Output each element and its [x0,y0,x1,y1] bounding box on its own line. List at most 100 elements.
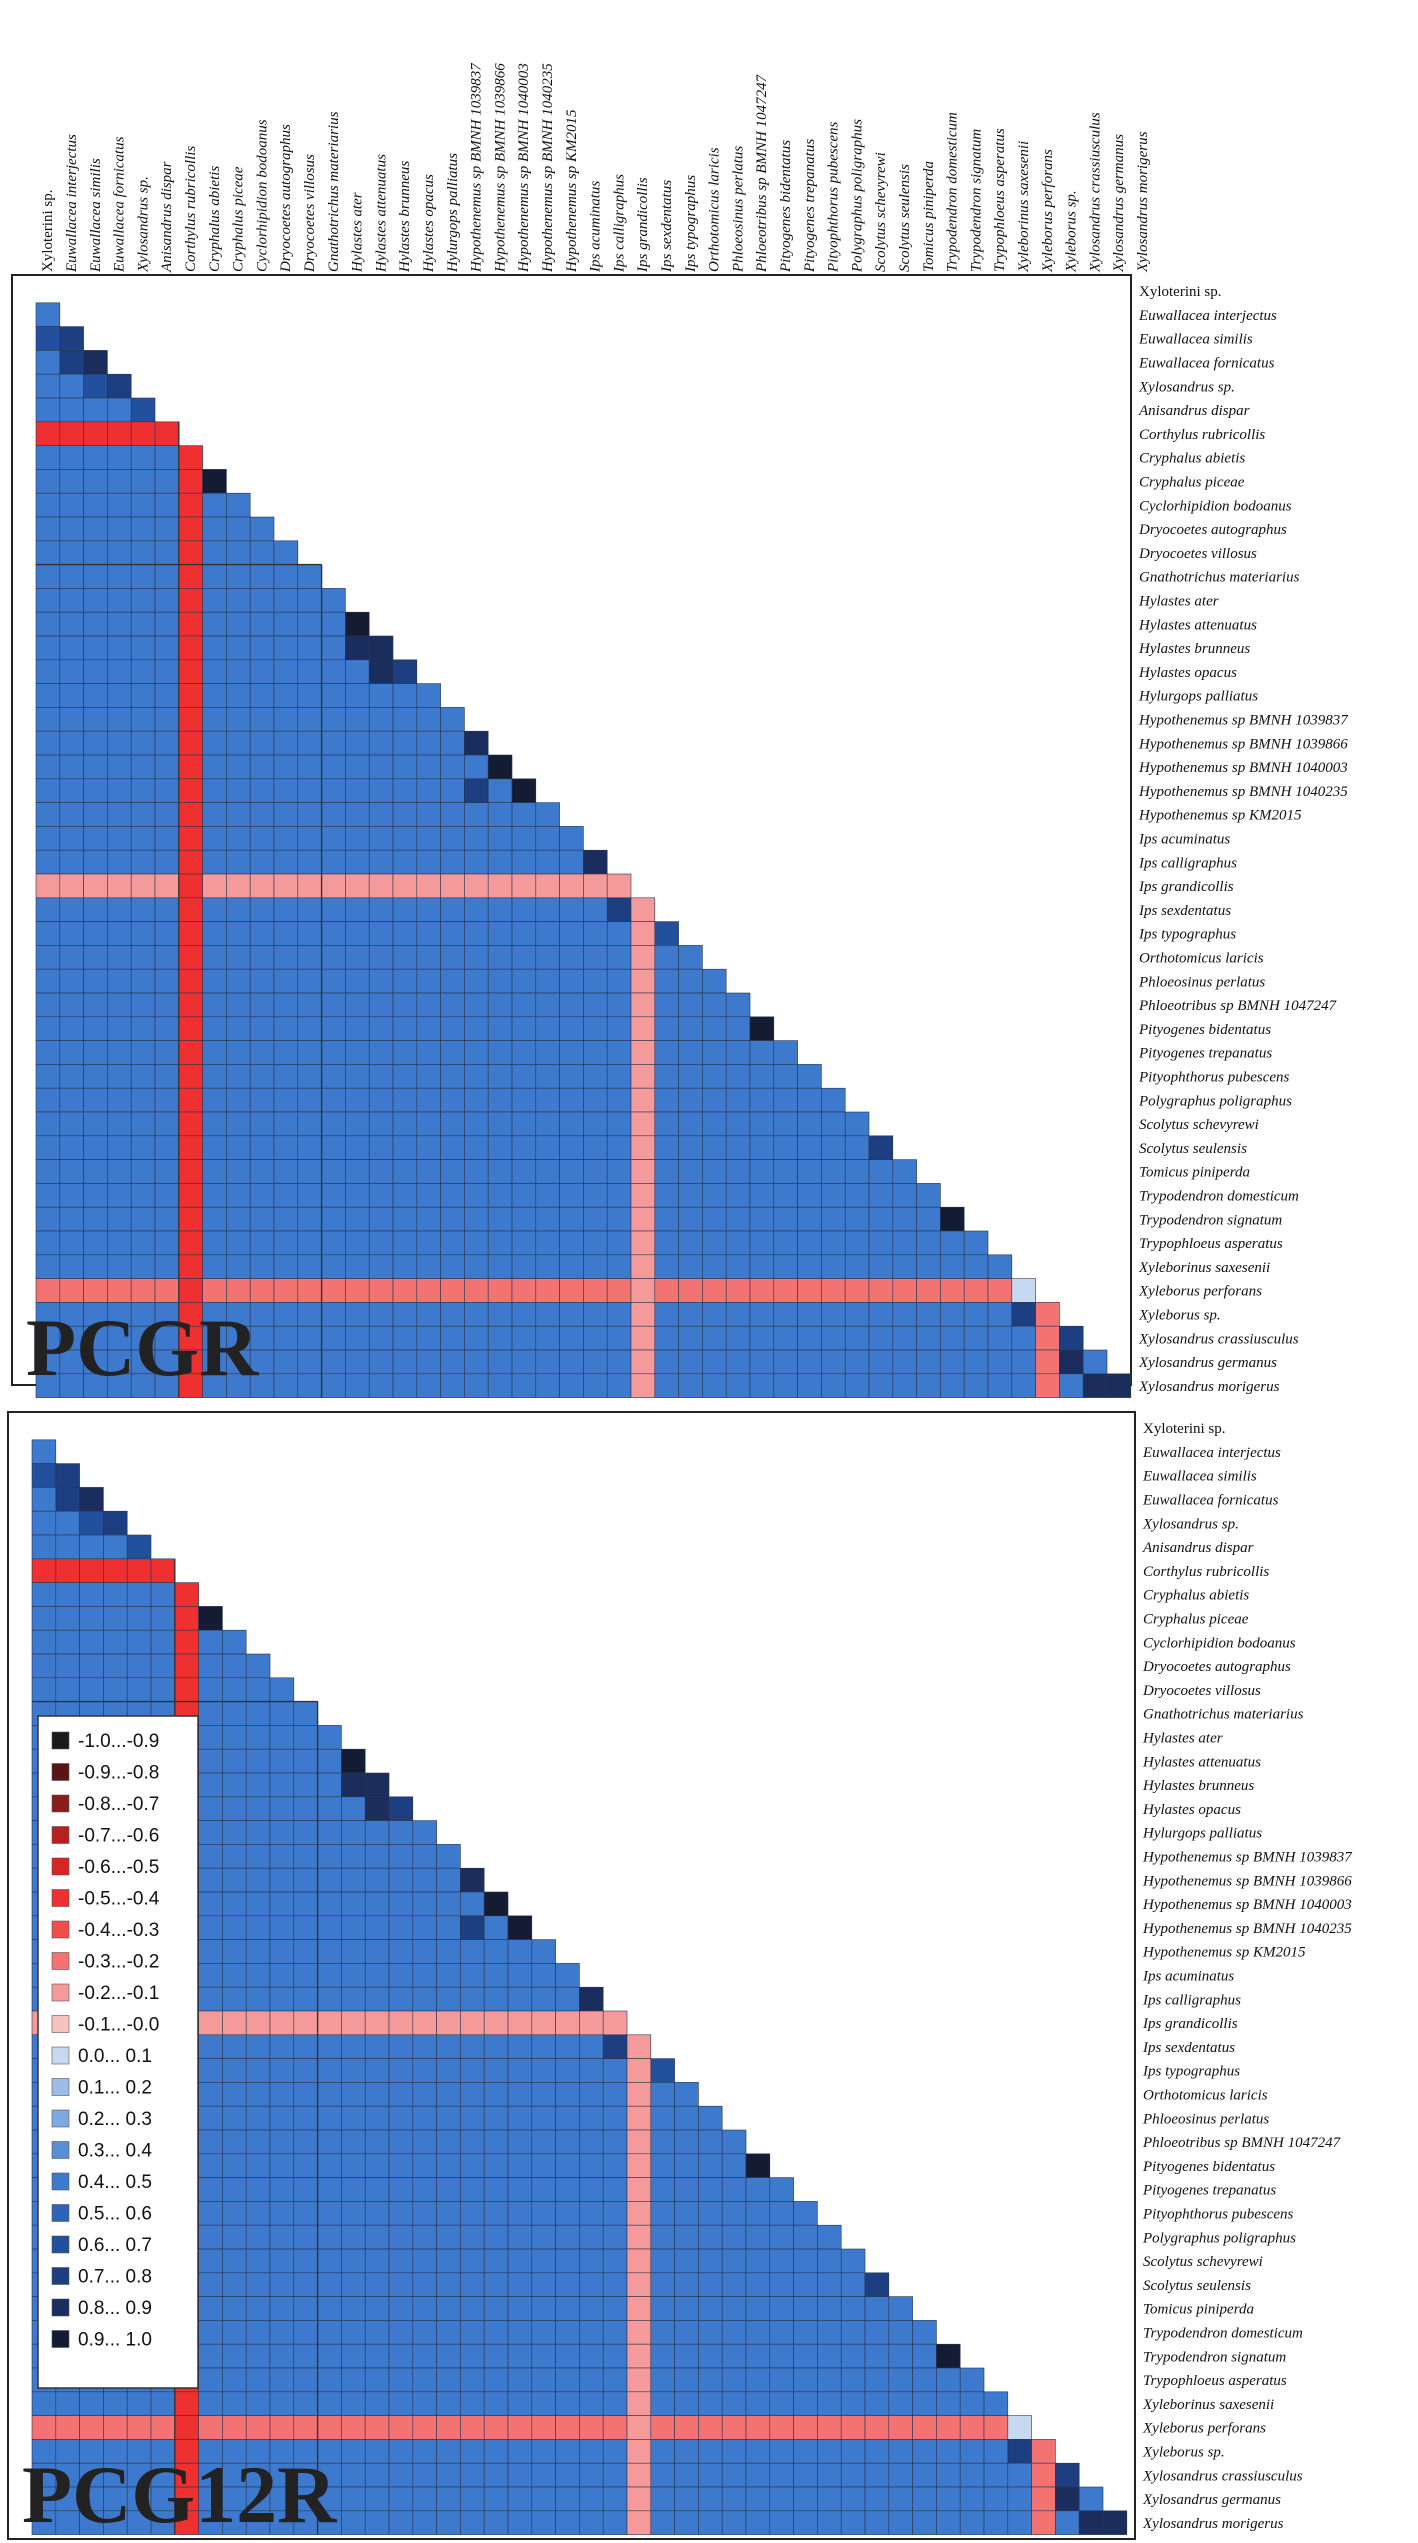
heatmap-cell: Dryocoetes autographus × Cryphalus picea… [226,516,251,542]
heatmap-cell: Trypophloeus asperatus × Hypothenemus sp… [531,2367,556,2393]
heatmap-cell: Hypothenemus sp BMNH 1040235 × Hypothene… [511,778,537,803]
row-label-dryocoetes-autographus: Dryocoetes autographus [1138,522,1287,538]
heatmap-cell: Xylosandrus crassiusculus × Scolytus sch… [864,2462,890,2488]
row-label-ips-acuminatus: Ips acuminatus [1142,1969,1234,1985]
heatmap-cell: Scolytus schevyrewi × Phloeotribus sp BM… [749,1111,775,1137]
heatmap-cell: Dryocoetes autographus × Euwallacea simi… [83,516,108,542]
heatmap-cell: Pityogenes trepanatus × Phloeosinus perl… [721,2177,747,2202]
heatmap-cell: Trypophloeus asperatus × Scolytus schevy… [864,2367,890,2393]
heatmap-cell: Ips sexdentatus × Xylosandrus sp.: 0.45 [130,897,156,922]
heatmap-cell: Xyleborus sp. × Phloeotribus sp BMNH 104… [749,1302,775,1327]
heatmap-cell: Trypodendron domesticum × Xyloterini sp.… [35,1183,61,1208]
heatmap-cell: Trypodendron domesticum × Phloeotribus s… [745,2320,771,2345]
heatmap-cell: Phloeotribus sp BMNH 1047247 × Hylastes … [412,2129,437,2155]
heatmap-cell: Anisandrus dispar × Euwallacea interject… [55,1534,80,1560]
heatmap-cell: Pityogenes bidentatus × Hypothenemus sp … [460,2153,485,2178]
heatmap-cell: Xyleborus perforans × Xylosandrus sp.: -… [130,1278,156,1303]
heatmap-cell: Scolytus seulensis × Scolytus schevyrewi… [868,1135,894,1160]
heatmap-cell: Cryphalus abietis × Euwallacea similis: … [83,445,108,470]
heatmap-cell: Gnathotrichus materiarius × Cryphalus ab… [202,564,227,589]
heatmap-cell: Ips typographus × Cryphalus piceae: 0.45 [222,2058,247,2083]
column-label-ips-sexdentatus: Ips sexdentatus [659,180,675,273]
heatmap-cell: Xylosandrus morigerus × Ips calligraphus… [606,1373,632,1398]
heatmap-cell: Xyleborus perforans × Hypothenemus sp BM… [483,2415,509,2440]
heatmap-cell: Xyleborus sp. × Pityogenes trepanatus: 0… [793,2439,818,2464]
heatmap-cell: Xyleborinus saxesenii × Pityogenes trepa… [797,1254,822,1279]
heatmap-cell: Cryphalus piceae × Anisandrus dispar: 0.… [150,1606,176,1631]
heatmap-cell: Hypothenemus sp BMNH 1040235 × Dryocoete… [273,778,299,803]
heatmap-cell: Ips acuminatus × Hylastes ater: 0.45 [345,826,370,851]
heatmap-cell: Pityophthorus pubescens × Ips calligraph… [602,2201,628,2226]
heatmap-cell: Hypothenemus sp BMNH 1040235 × Hypothene… [483,1915,509,1940]
heatmap-cell: Hypothenemus sp BMNH 1039866 × Hylastes … [341,1867,366,1893]
heatmap-cell: Xyleborus sp. × Trypodendron domesticum:… [940,1302,965,1327]
heatmap-cell: Trypodendron signatum × Polygraphus poli… [840,2343,866,2369]
heatmap-cell: Pityogenes bidentatus × Hypothenemus sp … [511,1016,537,1041]
heatmap-cell: Hylastes brunneus × Dryocoetes villosus:… [297,635,322,661]
heatmap-cell: Trypodendron domesticum × Gnathotrichus … [317,2320,342,2345]
heatmap-cell: Hypothenemus sp BMNH 1039837 × Hylurgops… [440,707,465,732]
heatmap-cell: Trypodendron domesticum × Hylastes atten… [368,1183,394,1208]
heatmap-cell: Xyleborinus saxesenii × Ips typographus:… [674,2391,699,2416]
heatmap-cell: Tomicus piniperda × Dryocoetes autograph… [269,2296,295,2321]
heatmap-cell: Ips typographus × Dryocoetes villosus: 0… [293,2058,318,2083]
heatmap-cell: Trypodendron domesticum × Tomicus pinipe… [916,1183,941,1208]
heatmap-cell: Xylosandrus morigerus × Scolytus schevyr… [868,1373,894,1398]
row-label-hylastes-attenuatus: Hylastes attenuatus [1142,1754,1261,1770]
heatmap-cell: Xylosandrus germanus × Trypophloeus aspe… [983,2486,1009,2512]
heatmap-cell: Tomicus piniperda × Hylastes attenuatus:… [364,2296,390,2321]
heatmap-cell: Xyleborinus saxesenii × Tomicus piniperd… [912,2391,937,2416]
heatmap-cell: Scolytus schevyrewi × Xyloterini sp.: 0.… [35,1111,61,1137]
heatmap-cell: Xyleborinus saxesenii × Polygraphus poli… [844,1254,870,1279]
heatmap-cell: Hypothenemus sp BMNH 1039866 × Euwallace… [107,730,132,756]
heatmap-cell: Hylurgops palliatus × Cryphalus abietis:… [198,1820,223,1845]
heatmap-cell: Xylosandrus germanus × Polygraphus polig… [840,2486,866,2512]
heatmap-cell: Hylastes brunneus × Euwallacea fornicatu… [107,635,132,661]
heatmap-cell: Hypothenemus sp BMNH 1040235 × Hypothene… [464,778,489,803]
heatmap-cell: Scolytus seulensis × Pityogenes trepanat… [797,1135,822,1160]
heatmap-cell: Dryocoetes autographus × Xyloterini sp.:… [35,516,61,542]
heatmap-cell: Trypodendron domesticum × Ips typographu… [674,2320,699,2345]
heatmap-cell: Hypothenemus sp BMNH 1040003 × Anisandru… [154,754,180,780]
heatmap-cell: Tomicus piniperda × Hylastes brunneus: 0… [392,1159,418,1184]
heatmap-cell: Hypothenemus sp BMNH 1040003 × Cryphalus… [222,1891,247,1917]
heatmap-cell: Pityogenes bidentatus × Hylurgops pallia… [436,2153,461,2178]
heatmap-cell: Phloeotribus sp BMNH 1047247 × Ips acumi… [579,2129,604,2155]
heatmap-cell: Pityophthorus pubescens × Gnathotrichus … [321,1064,346,1089]
heatmap-cell: Xylosandrus germanus × Hylastes attenuat… [364,2486,390,2512]
heatmap-cell: Xylosandrus germanus × Dryocoetes villos… [297,1349,322,1375]
heatmap-cell: Ips grandicollis × Hypothenemus sp BMNH … [511,873,537,899]
heatmap-cell: Pityophthorus pubescens × Hylastes brunn… [388,2201,414,2226]
heatmap-cell: Cyclorhipidion bodoanus × Euwallacea for… [103,1629,128,1655]
heatmap-cell: Xyleborus sp. × Gnathotrichus materiariu… [321,1302,346,1327]
heatmap-cell: Hypothenemus sp BMNH 1040235 × Hylurgops… [440,778,465,803]
heatmap-cell: Xylosandrus crassiusculus × Hypothenemus… [483,2462,509,2488]
legend-swatch [51,1983,70,2002]
heatmap-cell: Euwallacea similis × Xyloterini sp.: 0.6… [35,326,61,351]
heatmap-cell: Pityogenes bidentatus × Hypothenemus sp … [555,2153,580,2178]
heatmap-cell: Trypodendron domesticum × Ips grandicoll… [630,1183,656,1208]
heatmap-cell: Scolytus seulensis × Hylastes attenuatus… [364,2272,390,2297]
heatmap-cell: Ips calligraphus × Hypothenemus sp BMNH … [535,849,560,875]
heatmap-cell: Hylastes attenuatus × Cryphalus abietis:… [198,1748,223,1774]
heatmap-cell: Xyleborinus saxesenii × Ips sexdentatus:… [654,1254,679,1279]
heatmap-cell: Ips sexdentatus × Hypothenemus sp BMNH 1… [460,2034,485,2059]
heatmap-cell: Xyleborus perforans × Pityogenes trepana… [797,1278,822,1303]
heatmap-cell: Xylosandrus germanus × Dryocoetes autogr… [273,1349,299,1375]
heatmap-cell: Xyleborinus saxesenii × Ips calligraphus… [602,2391,628,2416]
heatmap-cell: Xyleborinus saxesenii × Ips grandicollis… [630,1254,656,1279]
heatmap-cell: Ips acuminatus × Hypothenemus sp BMNH 10… [535,826,560,851]
row-labels: Xyloterini sp.Euwallacea interjectusEuwa… [1138,284,1349,1395]
legend-label: -0.3...-0.2 [78,1952,159,1973]
heatmap-cell: Hypothenemus sp BMNH 1039837 × Hylastes … [364,1844,390,1869]
heatmap-cell: Hylastes attenuatus × Dryocoetes autogra… [273,611,299,637]
heatmap-cell: Hylastes ater × Gnathotrichus materiariu… [317,1725,342,1750]
heatmap-cell: Trypodendron domesticum × Hylastes ater:… [341,2320,366,2345]
heatmap-cell: Xylosandrus crassiusculus × Ips calligra… [602,2462,628,2488]
row-label-trypophloeus-asperatus: Trypophloeus asperatus [1143,2373,1287,2389]
pcgr-panel: Euwallacea interjectus × Xyloterini sp.:… [11,62,1349,1398]
heatmap-cell: Trypodendron signatum × Cryphalus piceae… [222,2343,247,2369]
heatmap-cell: Euwallacea fornicatus × Euwallacea simil… [83,350,108,375]
heatmap-cell: Scolytus seulensis × Hylastes opacus: 0.… [416,1135,441,1160]
heatmap-cell: Trypodendron signatum × Hylurgops pallia… [436,2343,461,2369]
